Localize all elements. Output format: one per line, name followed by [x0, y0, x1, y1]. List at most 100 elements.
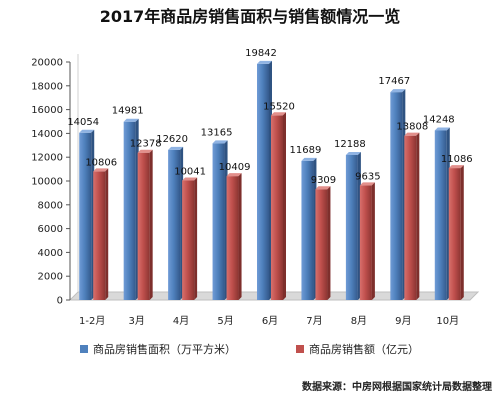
bar-front: [123, 121, 136, 300]
x-axis: 1-2月 3月 4月 5月 6月 7月 8月 9月 10月: [79, 315, 459, 327]
x-category-label: 10月: [436, 315, 459, 327]
bar-top: [137, 149, 153, 153]
bar-area: [257, 60, 272, 300]
bar-side: [238, 173, 242, 300]
bar-front: [345, 154, 358, 300]
legend-label: 商品房销售面积（万平方米）: [93, 342, 236, 356]
bar-front: [137, 152, 150, 300]
x-category-label: 1-2月: [79, 315, 105, 327]
bar-sales: [226, 173, 242, 300]
data-label: 12620: [156, 134, 188, 145]
data-label: 10409: [219, 162, 251, 173]
y-tick-label: 8000: [38, 200, 63, 211]
x-category-label: 8月: [351, 315, 367, 327]
bar-top: [448, 165, 464, 169]
bar-top: [123, 118, 139, 122]
bar-side: [283, 112, 286, 300]
bar-top: [182, 177, 198, 181]
bar-front: [301, 160, 314, 300]
x-category-label: 9月: [395, 315, 411, 327]
bar-front: [271, 115, 283, 300]
bar-side: [149, 149, 153, 300]
bar-top: [434, 127, 450, 131]
bar-top: [301, 157, 317, 161]
legend-swatch: [80, 345, 88, 353]
bar-front: [359, 185, 372, 300]
chart-title: 2017年商品房销售面积与销售额情况一览: [100, 7, 401, 26]
data-label: 17467: [378, 76, 410, 87]
bar-side: [194, 177, 198, 300]
data-label: 19842: [245, 48, 277, 59]
data-label: 13165: [201, 127, 233, 138]
bar-top: [404, 132, 420, 136]
bar-front: [226, 176, 239, 300]
data-label: 14248: [423, 114, 455, 125]
bar-side: [416, 132, 420, 300]
bar-front: [448, 168, 461, 300]
bar-area: [79, 129, 95, 300]
bar-top: [390, 89, 406, 93]
data-label: 11086: [441, 154, 473, 165]
bar-sales: [404, 132, 420, 300]
x-category-label: 7月: [306, 315, 322, 327]
legend-swatch: [296, 345, 304, 353]
bar-side: [105, 168, 109, 300]
bar-front: [93, 171, 106, 300]
y-tick-label: 14000: [31, 129, 63, 140]
y-tick-label: 18000: [31, 81, 63, 92]
data-label: 9635: [355, 171, 380, 182]
bar-sales: [448, 165, 464, 300]
bar-sales: [182, 177, 198, 300]
bar-front: [315, 189, 328, 300]
data-label: 9309: [311, 175, 336, 186]
bar-top: [257, 60, 272, 64]
y-tick-label: 4000: [38, 248, 63, 259]
bar-front: [182, 180, 195, 300]
x-category-label: 6月: [262, 315, 278, 327]
bar-front: [79, 132, 92, 300]
x-category-label: 5月: [217, 315, 233, 327]
bar-top: [359, 182, 375, 186]
bar-top: [226, 173, 242, 177]
bar-side: [371, 182, 375, 300]
bar-sales: [137, 149, 153, 300]
x-category-label: 3月: [128, 315, 144, 327]
y-tick-label: 0: [57, 296, 63, 307]
data-label: 10806: [85, 157, 117, 168]
bar-top: [345, 151, 361, 155]
bar-top: [79, 129, 95, 133]
bar-side: [327, 186, 331, 300]
bar-top: [168, 146, 184, 150]
bar-sales: [315, 186, 331, 300]
y-tick-label: 2000: [38, 272, 63, 283]
data-label: 12188: [334, 139, 366, 150]
bar-front: [390, 92, 403, 300]
data-label: 14054: [67, 117, 99, 128]
bar-front: [404, 135, 417, 300]
bar-top: [93, 168, 109, 172]
bar-front: [212, 143, 225, 300]
bar-top: [271, 112, 286, 116]
bar-front: [168, 149, 181, 300]
bars: [79, 60, 464, 301]
data-label: 12378: [130, 139, 162, 150]
x-category-label: 4月: [173, 315, 189, 327]
data-label: 11689: [290, 145, 322, 156]
bar-top: [212, 140, 228, 144]
y-tick-label: 12000: [31, 153, 63, 164]
bar-sales: [271, 112, 286, 300]
bar-top: [315, 186, 331, 190]
legend: 商品房销售面积（万平方米） 商品房销售额（亿元）: [80, 342, 419, 356]
source-note: 数据来源：中房网根据国家统计局数据整理: [302, 380, 492, 393]
legend-label: 商品房销售额（亿元）: [309, 342, 419, 356]
legend-item: 商品房销售面积（万平方米）: [80, 342, 236, 356]
legend-item: 商品房销售额（亿元）: [296, 342, 419, 356]
bar-sales: [93, 168, 109, 300]
y-tick-label: 20000: [31, 58, 63, 69]
bar-sales: [359, 182, 375, 300]
y-tick-label: 6000: [38, 224, 63, 235]
bar-front: [257, 63, 269, 300]
